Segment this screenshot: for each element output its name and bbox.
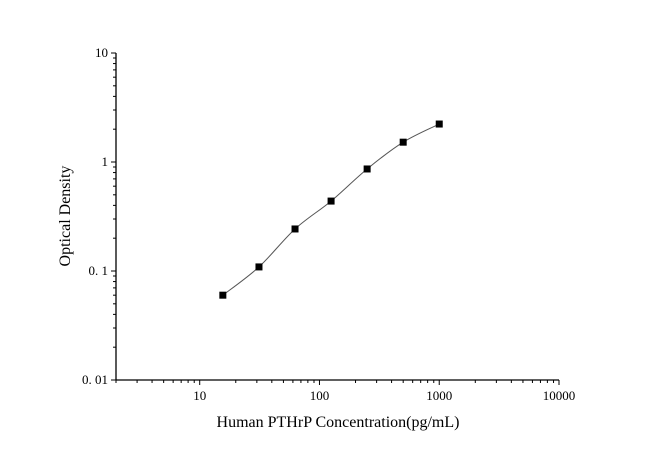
x-tick-label: 10 (193, 388, 206, 403)
x-tick-label: 1000 (426, 388, 452, 403)
x-tick-label: 100 (310, 388, 330, 403)
y-tick-label: 0. 1 (89, 263, 109, 278)
x-tick-label: 10000 (543, 388, 576, 403)
axes: 10 100 1000 10000 0. 01 0. 1 1 10 (82, 45, 575, 403)
y-axis-label: Optical Density (57, 166, 74, 267)
data-point (363, 165, 371, 173)
y-tick-label: 10 (95, 45, 108, 60)
data-points (219, 120, 443, 299)
x-axis-label: Human PTHrP Concentration(pg/mL) (217, 414, 460, 431)
data-point (327, 197, 335, 205)
data-point (399, 138, 407, 146)
fit-curve (222, 123, 440, 296)
data-point (435, 120, 443, 128)
data-point (219, 291, 227, 299)
data-point (291, 225, 299, 233)
y-tick-label: 1 (102, 154, 109, 169)
data-point (255, 263, 263, 271)
y-tick-label: 0. 01 (82, 372, 108, 387)
